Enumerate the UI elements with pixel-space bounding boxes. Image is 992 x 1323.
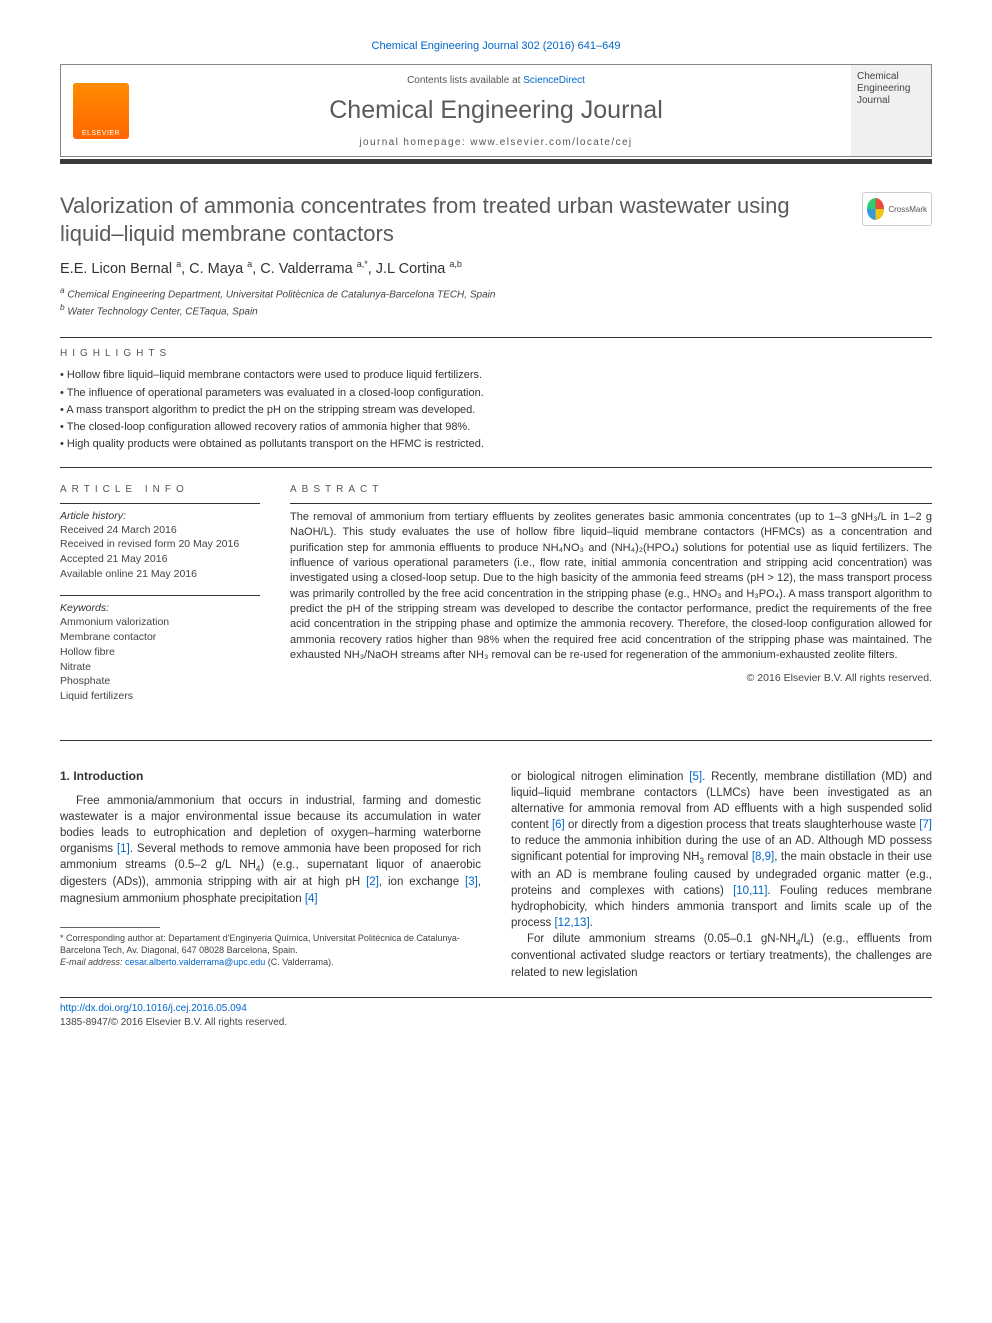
journal-cover-thumbnail: Chemical Engineering Journal [851,65,931,156]
intro-paragraph-3: For dilute ammonium streams (0.05–0.1 gN… [511,931,932,981]
body-column-left: 1. Introduction Free ammonia/ammonium th… [60,769,481,981]
highlights-top-rule [60,337,932,338]
page-footer: http://dx.doi.org/10.1016/j.cej.2016.05.… [60,1002,932,1030]
citation-line: Chemical Engineering Journal 302 (2016) … [60,40,932,52]
highlight-item: High quality products were obtained as p… [60,436,932,453]
history-line: Received in revised form 20 May 2016 [60,537,260,552]
authors-line: E.E. Licon Bernal a, C. Maya a, C. Valde… [60,259,932,277]
affiliation-a: a Chemical Engineering Department, Unive… [60,285,932,302]
intro-heading: 1. Introduction [60,769,481,783]
article-title: Valorization of ammonia concentrates fro… [60,192,842,247]
reference-link[interactable]: [4] [305,893,318,905]
contents-available-line: Contents lists available at ScienceDirec… [141,75,851,86]
footer-rule [60,997,932,998]
keyword-line: Phosphate [60,674,260,689]
intro-paragraph-2: or biological nitrogen elimination [5]. … [511,769,932,931]
reference-link[interactable]: [8,9] [752,851,774,863]
homepage-prefix: journal homepage: [359,137,470,148]
abstract-text: The removal of ammonium from tertiary ef… [290,510,932,664]
intro-paragraph-1: Free ammonia/ammonium that occurs in ind… [60,793,481,907]
info-rule-2 [60,595,260,596]
reference-link[interactable]: [10,11] [733,885,767,897]
body-column-right: or biological nitrogen elimination [5]. … [511,769,932,981]
header-rule [60,159,932,164]
cover-line-2: Engineering [857,83,925,95]
reference-link[interactable]: [5] [689,771,702,783]
history-line: Received 24 March 2016 [60,523,260,538]
corresponding-author-footnote: * Corresponding author at: Departament d… [60,932,481,956]
doi-link[interactable]: http://dx.doi.org/10.1016/j.cej.2016.05.… [60,1003,247,1014]
history-line: Available online 21 May 2016 [60,567,260,582]
affiliation-b: b Water Technology Center, CETaqua, Spai… [60,302,932,319]
crossmark-badge[interactable]: CrossMark [862,192,932,226]
article-info-label: ARTICLE INFO [60,484,260,495]
corresponding-email-link[interactable]: cesar.alberto.valderrama@upc.edu [125,957,265,967]
reference-link[interactable]: [12,13] [554,917,589,929]
reference-link[interactable]: [6] [552,819,565,831]
elsevier-logo: ELSEVIER [61,65,141,156]
keywords-lines: Ammonium valorizationMembrane contactorH… [60,615,260,703]
reference-link[interactable]: [2] [366,876,379,888]
affiliation-a-text: Chemical Engineering Department, Univers… [67,289,495,300]
highlight-item: The closed-loop configuration allowed re… [60,419,932,436]
email-footnote: E-mail address: cesar.alberto.valderrama… [60,956,481,968]
reference-link[interactable]: [1] [117,843,130,855]
affiliation-b-text: Water Technology Center, CETaqua, Spain [67,306,257,317]
footnote-rule [60,927,160,928]
elsevier-tree-icon: ELSEVIER [73,83,129,139]
keyword-line: Ammonium valorization [60,615,260,630]
journal-homepage-line: journal homepage: www.elsevier.com/locat… [141,137,851,148]
info-rule-1 [60,503,260,504]
body-top-rule [60,740,932,741]
crossmark-label: CrossMark [888,205,927,214]
issn-copyright: 1385-8947/© 2016 Elsevier B.V. All right… [60,1017,287,1028]
history-line: Accepted 21 May 2016 [60,552,260,567]
email-label: E-mail address: [60,957,125,967]
crossmark-icon [867,198,884,220]
journal-header: ELSEVIER Contents lists available at Sci… [60,64,932,157]
journal-name: Chemical Engineering Journal [141,96,851,125]
keywords-heading: Keywords: [60,602,260,614]
keyword-line: Nitrate [60,660,260,675]
abstract-label: ABSTRACT [290,484,932,495]
abstract-rule [290,503,932,504]
cover-line-1: Chemical [857,71,925,83]
highlights-list: Hollow fibre liquid–liquid membrane cont… [60,367,932,452]
article-history-lines: Received 24 March 2016Received in revise… [60,523,260,582]
keyword-line: Hollow fibre [60,645,260,660]
keyword-line: Liquid fertilizers [60,689,260,704]
affiliations: a Chemical Engineering Department, Unive… [60,285,932,320]
highlight-item: A mass transport algorithm to predict th… [60,402,932,419]
highlights-label: HIGHLIGHTS [60,348,932,359]
sciencedirect-link[interactable]: ScienceDirect [523,75,585,86]
reference-link[interactable]: [7] [919,819,932,831]
keyword-line: Membrane contactor [60,630,260,645]
cover-line-3: Journal [857,95,925,107]
highlight-item: The influence of operational parameters … [60,385,932,402]
reference-link[interactable]: [3] [465,876,478,888]
email-suffix: (C. Valderrama). [265,957,333,967]
homepage-url[interactable]: www.elsevier.com/locate/cej [470,137,632,148]
article-history-heading: Article history: [60,510,260,522]
highlights-bottom-rule [60,467,932,468]
abstract-copyright: © 2016 Elsevier B.V. All rights reserved… [290,672,932,684]
contents-prefix: Contents lists available at [407,75,523,86]
highlight-item: Hollow fibre liquid–liquid membrane cont… [60,367,932,384]
